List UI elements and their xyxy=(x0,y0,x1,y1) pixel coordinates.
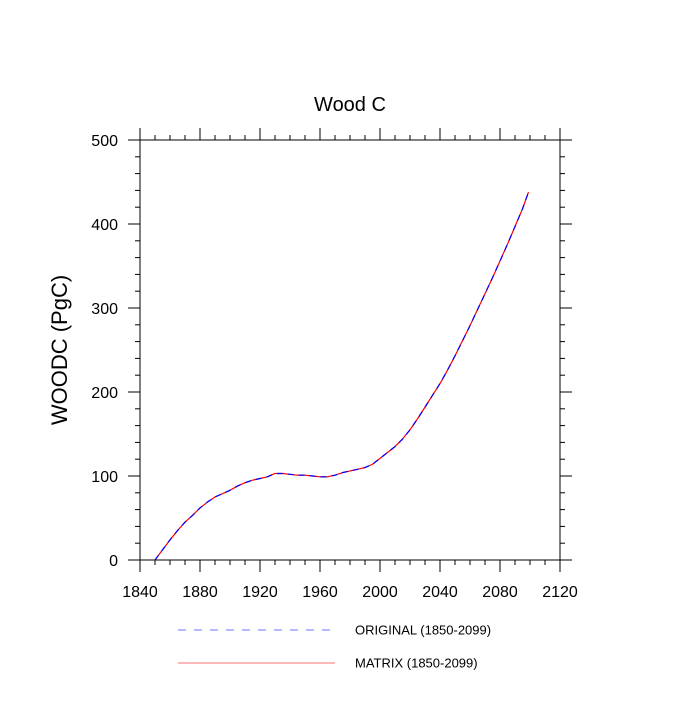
y-tick-label: 200 xyxy=(91,385,118,402)
x-tick-label: 1840 xyxy=(122,584,158,601)
axis-ticks: 1840 1880 1920 1960 2000 2040 2080 2120 0 100 200 3… xyxy=(91,128,578,601)
series-line-matrix xyxy=(154,191,530,561)
series-group xyxy=(154,191,530,561)
x-tick-label: 2000 xyxy=(362,584,398,601)
legend: ORIGINAL (1850-2099) MATRIX (1850-2099) xyxy=(178,623,491,671)
y-tick-label: 0 xyxy=(109,553,118,570)
y-tick-label: 100 xyxy=(91,469,118,486)
x-tick-label: 2120 xyxy=(542,584,578,601)
x-tick-label: 1920 xyxy=(242,584,278,601)
legend-label-original: ORIGINAL (1850-2099) xyxy=(355,623,491,638)
y-tick-label: 500 xyxy=(91,133,118,150)
x-tick-label: 2080 xyxy=(482,584,518,601)
x-tick-label: 2040 xyxy=(422,584,458,601)
x-tick-label: 1960 xyxy=(302,584,338,601)
y-tick-label: 400 xyxy=(91,217,118,234)
plot-frame xyxy=(139,139,561,561)
series-line-original xyxy=(154,191,530,561)
y-axis-label: WOODC (PgC) xyxy=(47,275,72,425)
legend-label-matrix: MATRIX (1850-2099) xyxy=(355,656,478,671)
chart-title: Wood C xyxy=(314,94,386,116)
x-tick-label: 1880 xyxy=(182,584,218,601)
y-tick-label: 300 xyxy=(91,301,118,318)
